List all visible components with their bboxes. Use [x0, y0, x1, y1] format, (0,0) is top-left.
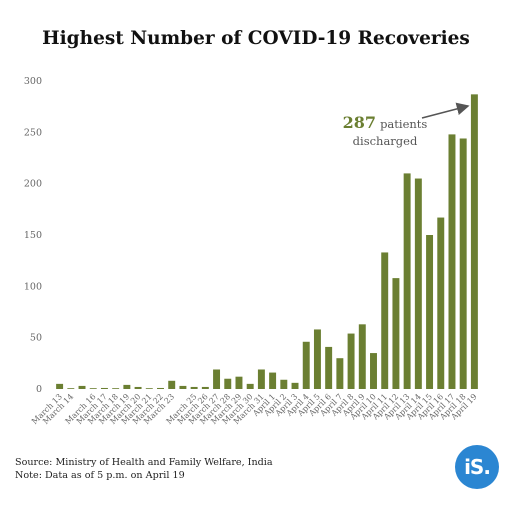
bar	[190, 386, 198, 389]
bar	[470, 94, 478, 389]
bar	[123, 384, 131, 389]
bar	[168, 380, 176, 389]
bar	[414, 178, 422, 389]
bar	[78, 385, 86, 389]
y-axis: 0 50 100 150 200 250 300	[24, 76, 42, 395]
bar	[313, 329, 321, 389]
bar	[269, 372, 277, 389]
bar	[257, 369, 265, 389]
bar	[67, 388, 75, 389]
bar	[392, 278, 400, 389]
bar	[325, 346, 333, 389]
chart-title: Highest Number of COVID-19 Recoveries	[42, 28, 470, 49]
bar	[448, 134, 456, 389]
annotation: 287 patients discharged	[343, 102, 470, 148]
annotation-number: 287	[343, 113, 376, 132]
bar	[235, 376, 243, 389]
y-tick-label: 0	[36, 384, 42, 395]
bar	[246, 383, 254, 389]
annotation-text-line1: patients	[380, 117, 427, 131]
bar	[157, 387, 164, 389]
annotation-arrow	[421, 102, 470, 119]
bar	[381, 252, 389, 389]
y-tick-label: 250	[24, 127, 42, 138]
y-tick-label: 50	[30, 333, 42, 344]
footer: Source: Ministry of Health and Family We…	[15, 456, 273, 482]
bar	[224, 378, 232, 389]
bar	[213, 369, 221, 389]
logo: iS.	[455, 445, 499, 489]
bar	[336, 358, 344, 389]
bar	[100, 387, 108, 389]
data-note: Note: Data as of 5 p.m. on April 19	[15, 470, 185, 481]
bar	[437, 217, 445, 389]
bars	[56, 94, 478, 389]
bar	[347, 333, 355, 389]
bar	[370, 353, 377, 389]
bar	[179, 385, 187, 389]
y-tick-label: 100	[24, 281, 42, 292]
bar	[201, 386, 209, 389]
bar	[403, 173, 411, 389]
bar	[426, 235, 434, 389]
bar	[56, 383, 64, 389]
bar	[112, 388, 120, 389]
bar	[459, 138, 467, 389]
bar	[358, 324, 366, 389]
bar	[134, 386, 142, 389]
bar	[291, 382, 299, 389]
annotation-text-line2: discharged	[353, 134, 418, 148]
y-tick-label: 300	[24, 76, 42, 87]
bar	[302, 341, 310, 389]
y-tick-label: 150	[24, 230, 42, 241]
bar	[280, 379, 288, 389]
y-tick-label: 200	[24, 179, 42, 190]
bar	[89, 388, 97, 389]
source-note: Source: Ministry of Health and Family We…	[15, 457, 273, 468]
bar	[145, 388, 153, 389]
